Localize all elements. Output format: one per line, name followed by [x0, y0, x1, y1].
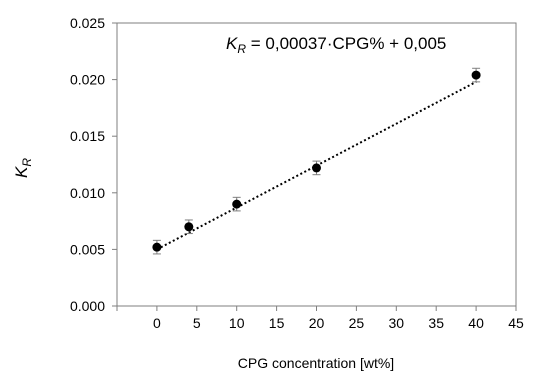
y-tick-label: 0.020 [70, 72, 105, 88]
x-tick-label: 30 [389, 315, 405, 331]
data-point [471, 70, 481, 80]
data-point [184, 222, 194, 232]
data-points [152, 67, 481, 255]
x-tick-label: 0 [153, 315, 161, 331]
y-tick-label: 0.000 [70, 298, 105, 314]
x-tick-label: 15 [269, 315, 285, 331]
x-tick-label: 5 [193, 315, 201, 331]
y-tick-label: 0.010 [70, 185, 105, 201]
x-tick-label: 20 [309, 315, 325, 331]
y-tick-label: 0.015 [70, 128, 105, 144]
data-point [152, 242, 162, 252]
y-axis-label: KR [12, 158, 34, 178]
data-point [232, 199, 242, 209]
x-axis-label: CPG concentration [wt%] [238, 355, 394, 371]
y-tick-label: 0.005 [70, 241, 105, 257]
y-ticks: 0.000 0.005 0.010 0.015 0.020 0.025 [70, 15, 117, 314]
x-tick-label: 40 [468, 315, 484, 331]
equation-annotation: KR = 0,00037·CPG% + 0,005 [226, 34, 446, 56]
x-tick-label: 25 [349, 315, 365, 331]
x-tick-label: 10 [229, 315, 245, 331]
y-tick-label: 0.025 [70, 15, 105, 31]
x-tick-label: 35 [428, 315, 444, 331]
x-ticks: 0 5 10 15 20 25 30 35 40 45 [116, 306, 524, 331]
data-point [312, 163, 321, 173]
x-tick-label: 45 [508, 315, 524, 331]
